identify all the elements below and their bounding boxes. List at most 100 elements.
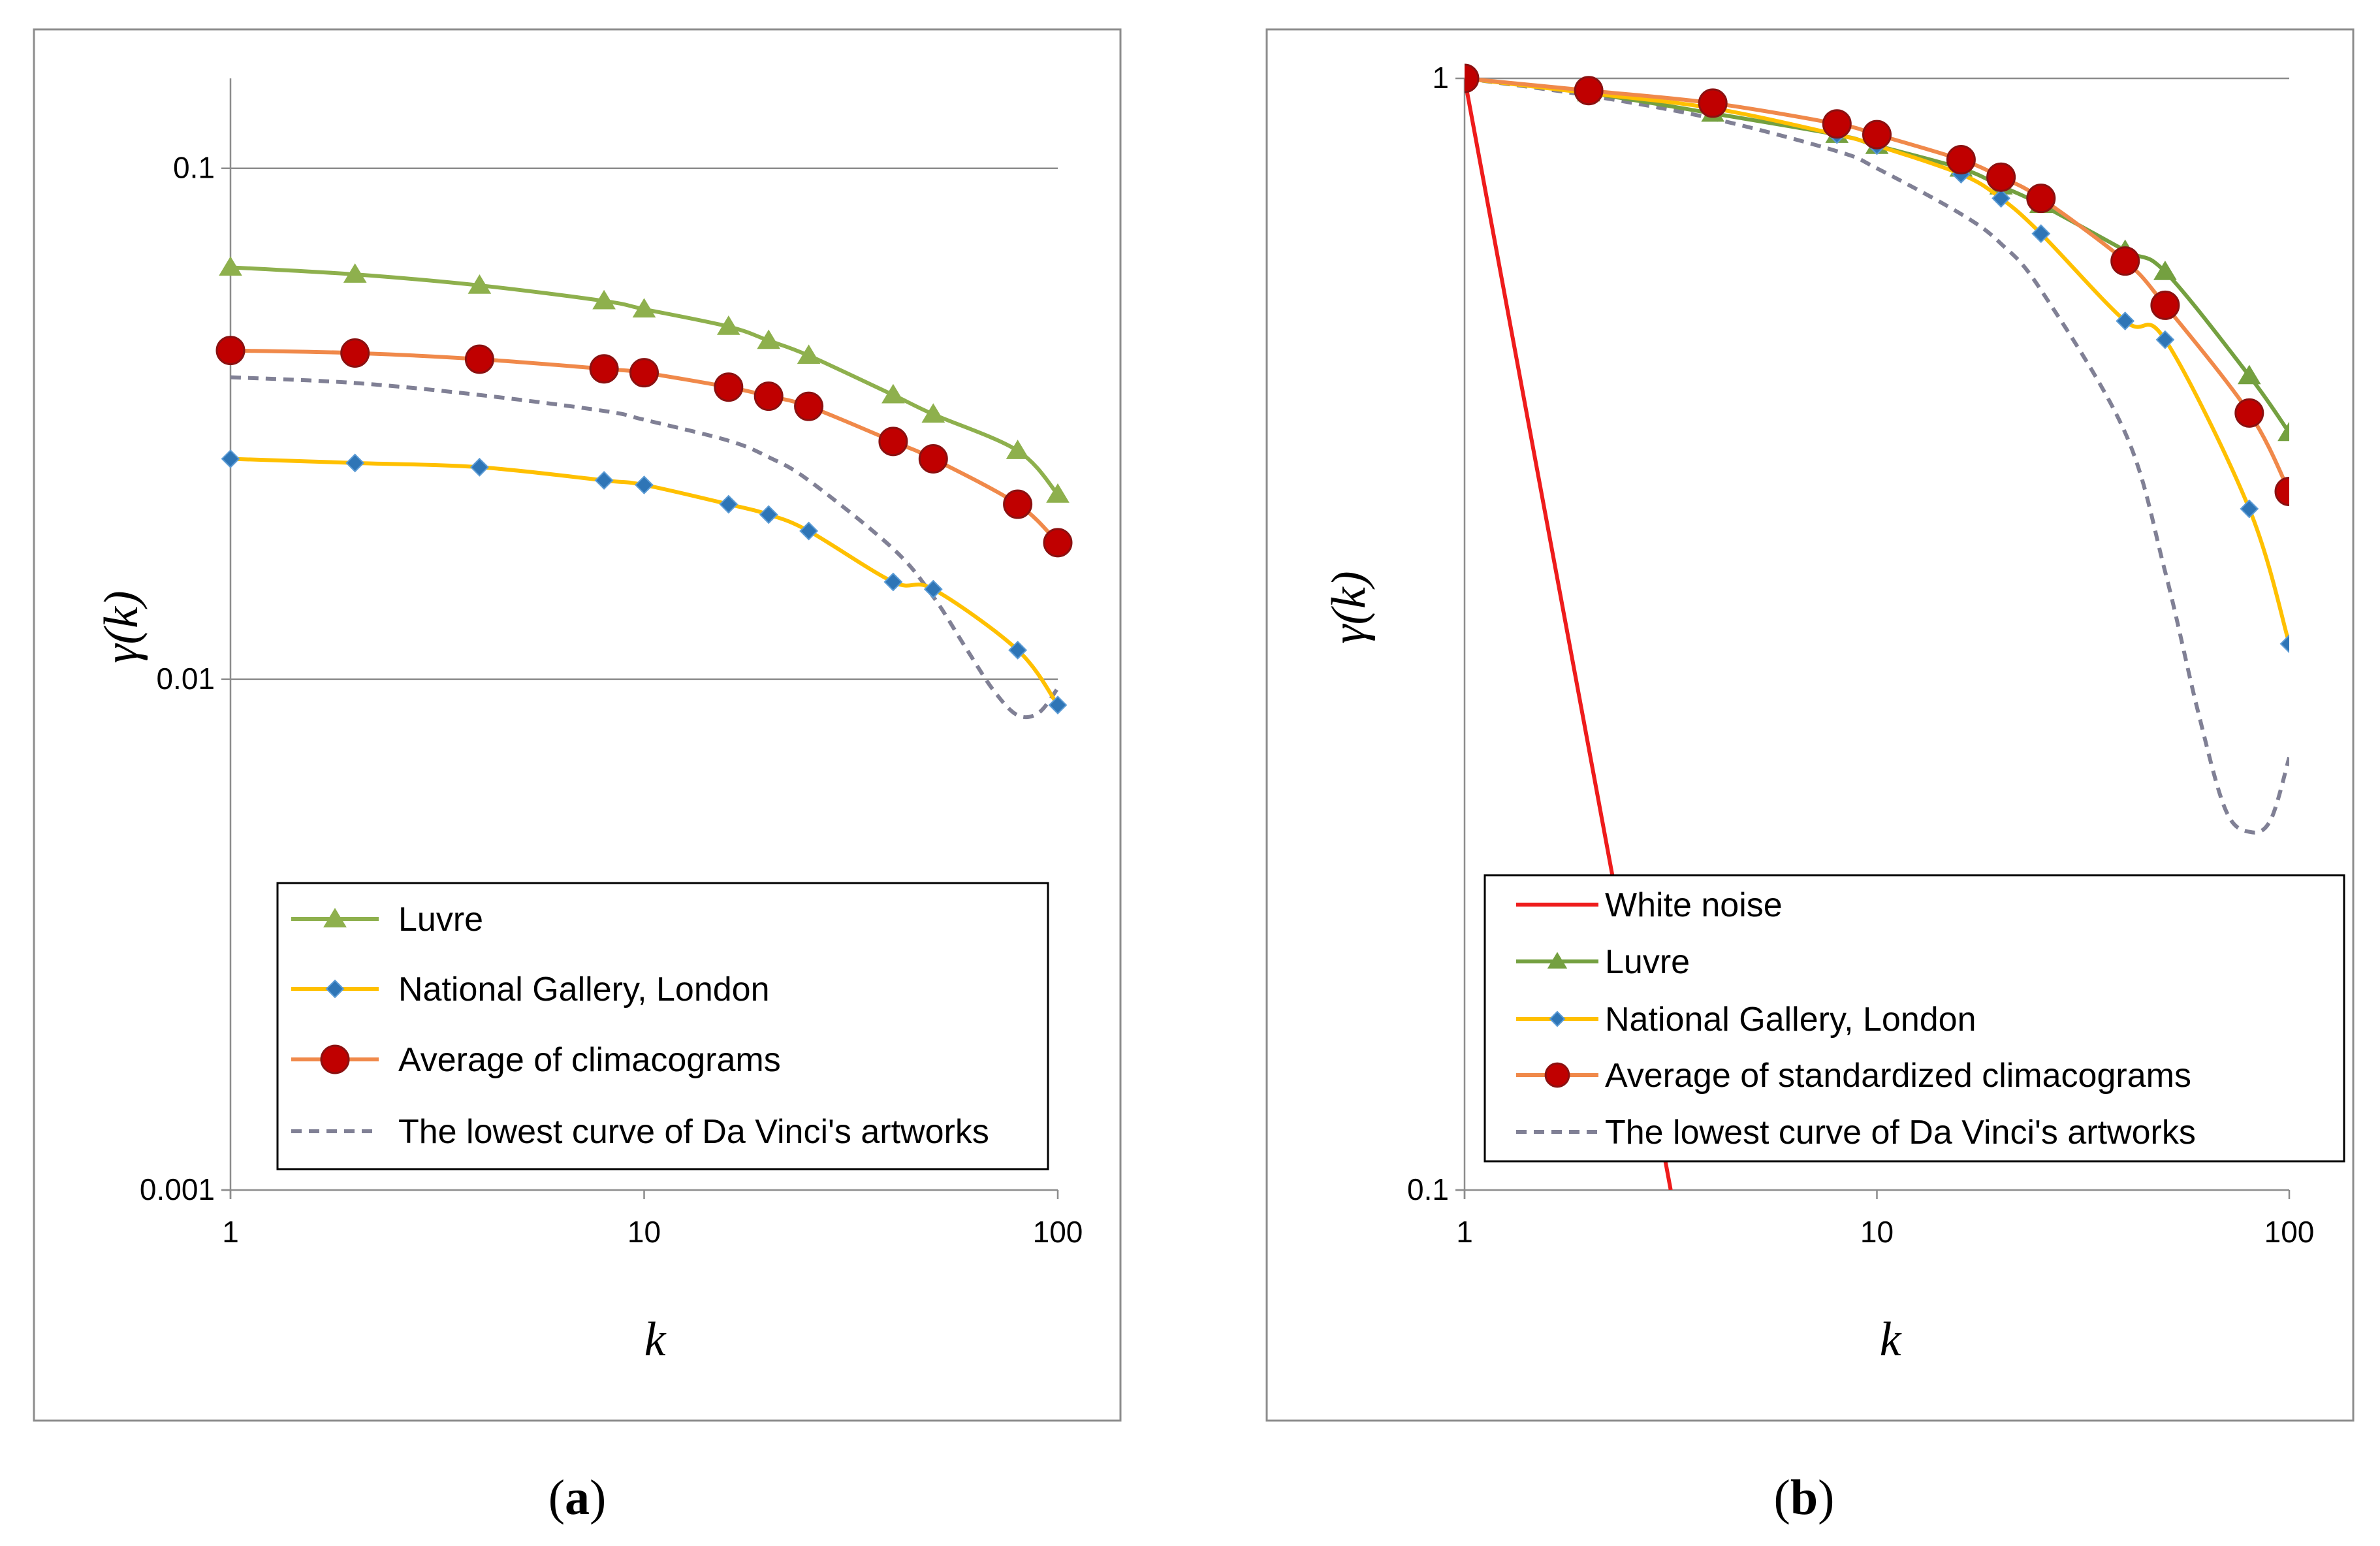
legend-label: Luvre [398,901,483,939]
data-point [2279,634,2289,654]
legend-item-luvre: Luvre [291,901,483,939]
data-point [1043,528,1073,558]
series-line [1465,76,2289,645]
series-national-gallery-london [221,449,1068,715]
panel-a-series [215,256,1073,720]
data-point [2110,246,2140,276]
legend-marker [320,1044,350,1074]
legend-label: Average of climacograms [398,1041,781,1079]
y-tick-label: 1 [1432,61,1449,95]
data-point [754,381,784,411]
legend-item-luvre: Luvre [1516,943,1690,981]
legend-item-national-gallery-london: National Gallery, London [1516,1001,1976,1039]
x-tick-label: 1 [1456,1215,1473,1249]
data-point [2155,330,2175,349]
panel-a-label: (a) [548,1470,607,1525]
y-tick-label: 0.1 [1407,1172,1449,1206]
data-point [215,336,246,366]
data-point [464,344,494,374]
data-point [2274,476,2289,506]
data-point [2234,398,2264,428]
data-point [343,263,367,283]
legend-box [276,882,1049,1170]
data-point [635,475,654,494]
data-point [757,329,781,349]
data-point [345,453,365,473]
data-point [594,471,614,490]
data-point [759,505,778,524]
legend-box [1484,874,2345,1163]
data-point [2153,261,2177,280]
x-tick-label: 10 [1860,1215,1894,1249]
legend-label: Luvre [1605,943,1690,981]
data-point [1008,640,1028,660]
legend-item-white-noise: White noise [1516,886,1783,924]
data-point [2031,224,2051,244]
data-point [1946,144,1976,174]
series-the-lowest-curve-of-da-vinci-s-artworks [230,375,1060,720]
data-point [468,274,492,294]
data-point [714,372,744,402]
series-line [230,375,1060,720]
legend-item-national-gallery-london: National Gallery, London [291,971,770,1008]
series-line [1465,76,2289,434]
legend-label: National Gallery, London [1605,1001,1976,1039]
data-point [716,315,740,335]
data-point [921,403,945,423]
legend-label: Average of standardized climacograms [1605,1057,2191,1095]
data-point [1006,440,1030,459]
data-point [340,338,370,368]
legend-item-average-of-standardized-climacograms: Average of standardized climacograms [1516,1057,2191,1095]
legend-label: The lowest curve of Da Vinci's artworks [398,1113,989,1151]
legend-item-the-lowest-curve-of-da-vinci-s-artworks: The lowest curve of Da Vinci's artworks [291,1113,989,1151]
panel-a-x-axis-title: k [644,1313,667,1366]
data-point [2240,499,2259,519]
panel-b-series [1465,63,2289,1190]
legend-label: White noise [1605,886,1783,924]
panel-b-legend: White noise Luvre National Gallery, London… [1484,874,2345,1163]
x-tick-label: 100 [2264,1215,2315,1249]
series-average-of-standardized-climacograms [1465,63,2289,506]
data-point [1986,162,2016,192]
data-point [589,354,619,384]
chart-panel-b: 0.111 10 100 γ(k) k White noiseLuvreNation… [1265,28,2355,1422]
panel-b-label: (b) [1774,1470,1835,1525]
data-point [2277,421,2289,442]
panel-b-axes [1455,77,2291,1199]
data-point [719,494,738,514]
y-tick-label: 0.01 [156,662,215,696]
data-point [1574,76,1604,106]
data-point [918,443,948,474]
x-tick-label: 10 [627,1215,661,1249]
data-point [794,391,824,421]
data-point [1003,489,1033,519]
data-point [2116,312,2135,330]
series-luvre [219,256,1070,503]
data-point [1048,696,1068,715]
x-tick-label: 1 [222,1215,239,1249]
panel-b-frame [1265,28,2355,1422]
data-point [469,457,489,477]
data-point [1822,109,1852,139]
panel-a-legend: Luvre National Gallery, London Average of … [276,882,1049,1170]
legend-label: National Gallery, London [398,971,770,1008]
data-point [1862,120,1892,150]
data-point [592,289,616,310]
data-point [2026,184,2056,214]
y-tick-label: 0.1 [173,151,215,185]
x-tick-label: 100 [1033,1215,1083,1249]
legend-item-average-of-climacograms: Average of climacograms [291,1041,781,1079]
data-point [881,383,905,404]
data-point [883,572,903,592]
data-point [1046,483,1070,503]
data-point [2150,290,2180,320]
panel-a-frame [33,28,1122,1422]
data-point [923,579,943,599]
panel-b-y-axis-title: γ(k) [1322,571,1376,643]
y-tick-label: 0.001 [140,1172,215,1206]
legend-marker [323,908,347,927]
legend-marker [325,979,345,999]
legend-item-the-lowest-curve-of-da-vinci-s-artworks: The lowest curve of Da Vinci's artworks [1516,1114,2196,1151]
series-average-of-climacograms [215,336,1073,558]
